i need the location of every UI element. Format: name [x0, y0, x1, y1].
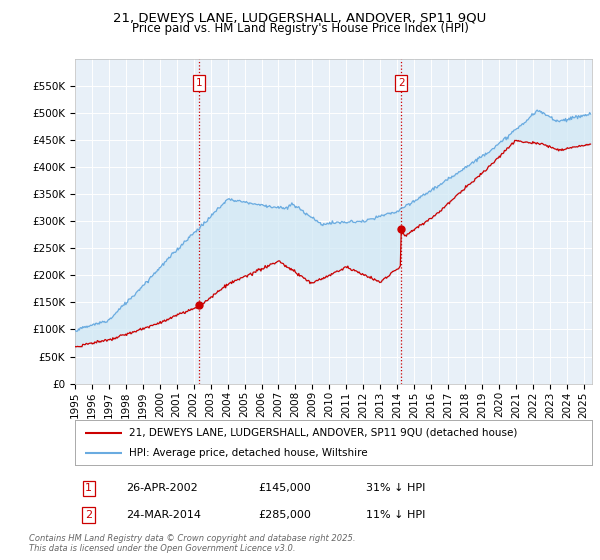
Text: 24-MAR-2014: 24-MAR-2014: [126, 510, 201, 520]
Text: 1: 1: [85, 483, 92, 493]
Text: HPI: Average price, detached house, Wiltshire: HPI: Average price, detached house, Wilt…: [130, 448, 368, 458]
Text: 21, DEWEYS LANE, LUDGERSHALL, ANDOVER, SP11 9QU (detached house): 21, DEWEYS LANE, LUDGERSHALL, ANDOVER, S…: [130, 427, 518, 437]
Text: 1: 1: [196, 78, 202, 88]
Text: 2: 2: [398, 78, 404, 88]
Text: 26-APR-2002: 26-APR-2002: [126, 483, 198, 493]
Text: £145,000: £145,000: [258, 483, 311, 493]
Text: £285,000: £285,000: [258, 510, 311, 520]
Text: 31% ↓ HPI: 31% ↓ HPI: [366, 483, 425, 493]
Text: 11% ↓ HPI: 11% ↓ HPI: [366, 510, 425, 520]
Text: Price paid vs. HM Land Registry's House Price Index (HPI): Price paid vs. HM Land Registry's House …: [131, 22, 469, 35]
Text: 2: 2: [85, 510, 92, 520]
Text: Contains HM Land Registry data © Crown copyright and database right 2025.
This d: Contains HM Land Registry data © Crown c…: [29, 534, 355, 553]
Text: 21, DEWEYS LANE, LUDGERSHALL, ANDOVER, SP11 9QU: 21, DEWEYS LANE, LUDGERSHALL, ANDOVER, S…: [113, 11, 487, 24]
